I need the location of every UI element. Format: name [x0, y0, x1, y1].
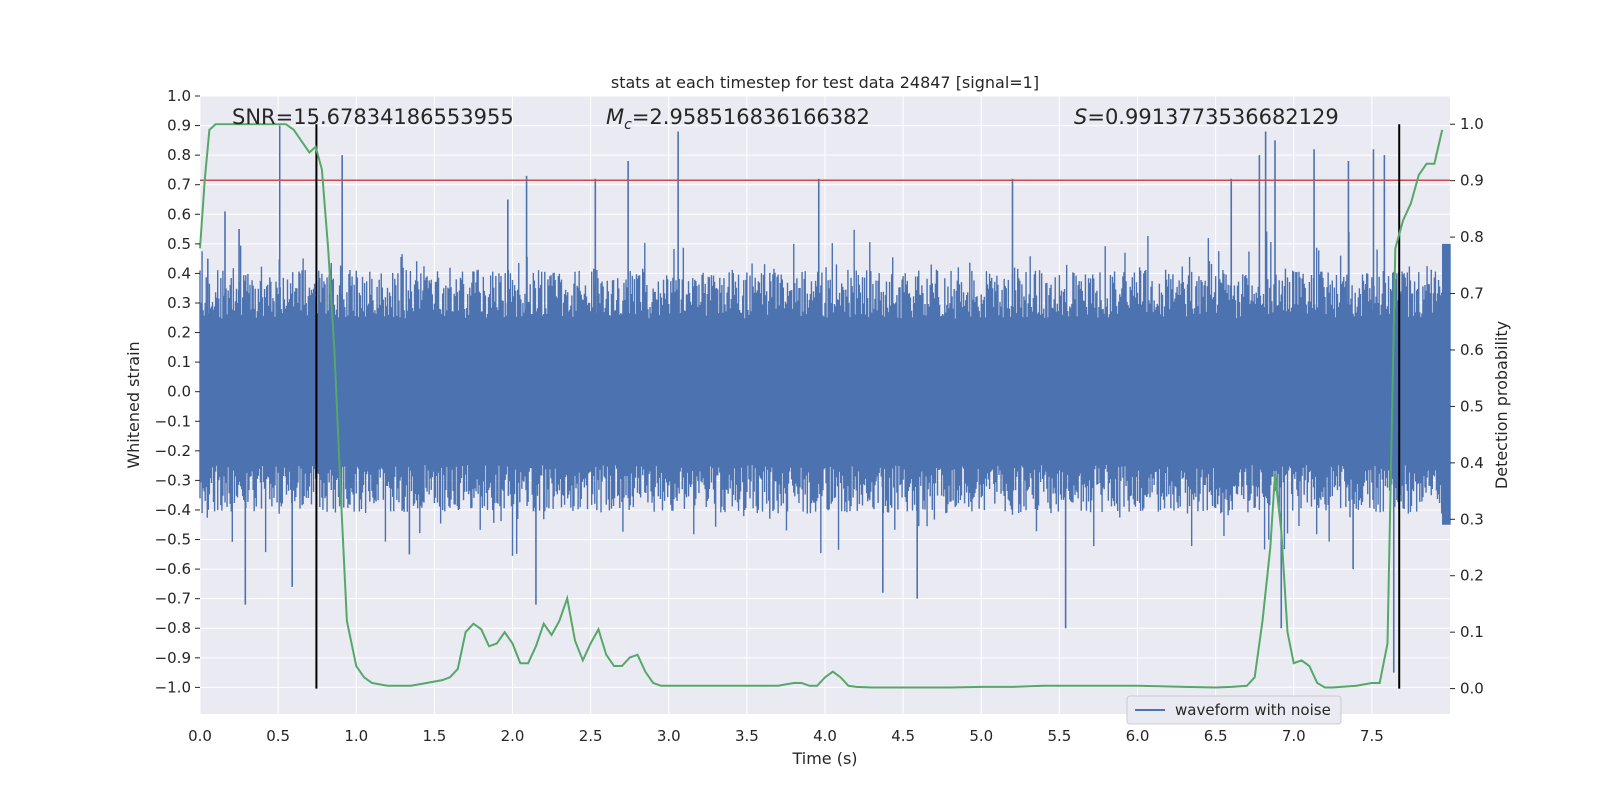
x-tick-label: 3.5 [735, 727, 759, 745]
overlay-lines [200, 124, 1450, 689]
y-tick-label: 0.4 [167, 264, 191, 282]
y-tick-label: −1.0 [155, 678, 191, 696]
y2-tick-label: 0.5 [1460, 397, 1484, 415]
chirp-mass-annotation: Mc=2.958516836166382 [606, 105, 870, 133]
y-tick-label: −0.1 [155, 412, 191, 430]
y-tick-labels: 1.0 0.9 0.8 0.7 0.6 0.5 0.4 0.3 0.2 0.1 0.0 −0.1 −0.… [155, 87, 200, 696]
x-tick-label: 5.5 [1047, 727, 1071, 745]
y-tick-label: −0.2 [155, 442, 191, 460]
y2-tick-labels: 1.0 0.9 0.8 0.7 0.6 0.5 0.4 0.3 0.2 0.1 0.0 [1450, 115, 1484, 698]
y2-tick-label: 0.3 [1460, 510, 1484, 528]
y-tick-label: 0.7 [167, 176, 191, 194]
y-tick-label: 0.6 [167, 205, 191, 223]
y-tick-label: 0.5 [167, 235, 191, 253]
y-tick-label: −0.5 [155, 531, 191, 549]
waveform-noise [199, 229, 1451, 556]
y-tick-label: 0.2 [167, 324, 191, 342]
s-annotation: S=0.9913773536682129 [1074, 105, 1339, 129]
y-tick-label: 0.1 [167, 353, 191, 371]
y-tick-label: 0.0 [167, 383, 191, 401]
y-tick-label: 0.3 [167, 294, 191, 312]
y2-tick-label: 0.0 [1460, 680, 1484, 698]
x-tick-label: 4.0 [813, 727, 837, 745]
y2-tick-label: 0.1 [1460, 623, 1484, 641]
x-tick-label: 1.0 [344, 727, 368, 745]
x-tick-label: 7.0 [1282, 727, 1306, 745]
y-tick-label: 0.8 [167, 146, 191, 164]
y-axis-label: Whitened strain [124, 341, 143, 468]
legend: waveform with noise [1126, 695, 1342, 725]
y-tick-label: 0.9 [167, 117, 191, 135]
y2-tick-label: 1.0 [1460, 115, 1484, 133]
y-tick-label: −0.7 [155, 590, 191, 608]
x-tick-label: 2.5 [579, 727, 603, 745]
y2-tick-label: 0.8 [1460, 228, 1484, 246]
y-tick-label: −0.8 [155, 619, 191, 637]
x-tick-label: 0.0 [188, 727, 212, 745]
x-tick-label: 1.5 [422, 727, 446, 745]
legend-box [1126, 695, 1342, 725]
y2-tick-label: 0.9 [1460, 172, 1484, 190]
y2-axis-label: Detection probability [1492, 321, 1511, 489]
y2-tick-label: 0.4 [1460, 454, 1484, 472]
y-tick-label: −0.3 [155, 471, 191, 489]
probability-line [199, 123, 1444, 689]
y-tick-label: −0.4 [155, 501, 191, 519]
x-tick-label: 5.0 [969, 727, 993, 745]
y-tick-label: −0.6 [155, 560, 191, 578]
x-tick-label: 6.0 [1126, 727, 1150, 745]
y2-tick-label: 0.6 [1460, 341, 1484, 359]
waveform-series [199, 125, 1451, 673]
x-axis-label: Time (s) [791, 749, 857, 768]
probability-series [199, 123, 1444, 689]
x-tick-label: 6.5 [1204, 727, 1228, 745]
x-tick-label: 0.5 [266, 727, 290, 745]
snr-annotation: SNR=15.67834186553955 [232, 105, 514, 129]
y2-tick-label: 0.7 [1460, 285, 1484, 303]
chart-title: stats at each timestep for test data 248… [611, 73, 1039, 92]
x-tick-label: 7.5 [1360, 727, 1384, 745]
y-tick-label: 1.0 [167, 87, 191, 105]
legend-label: waveform with noise [1175, 701, 1331, 719]
x-tick-label: 2.0 [501, 727, 525, 745]
x-tick-label: 3.0 [657, 727, 681, 745]
y-tick-label: −0.9 [155, 649, 191, 667]
x-tick-labels: 0.0 0.5 1.0 1.5 2.0 2.5 3.0 3.5 4.0 4.5 5.0 5.5 6.0 6… [188, 727, 1384, 745]
y2-tick-label: 0.2 [1460, 567, 1484, 585]
x-tick-label: 4.5 [891, 727, 915, 745]
